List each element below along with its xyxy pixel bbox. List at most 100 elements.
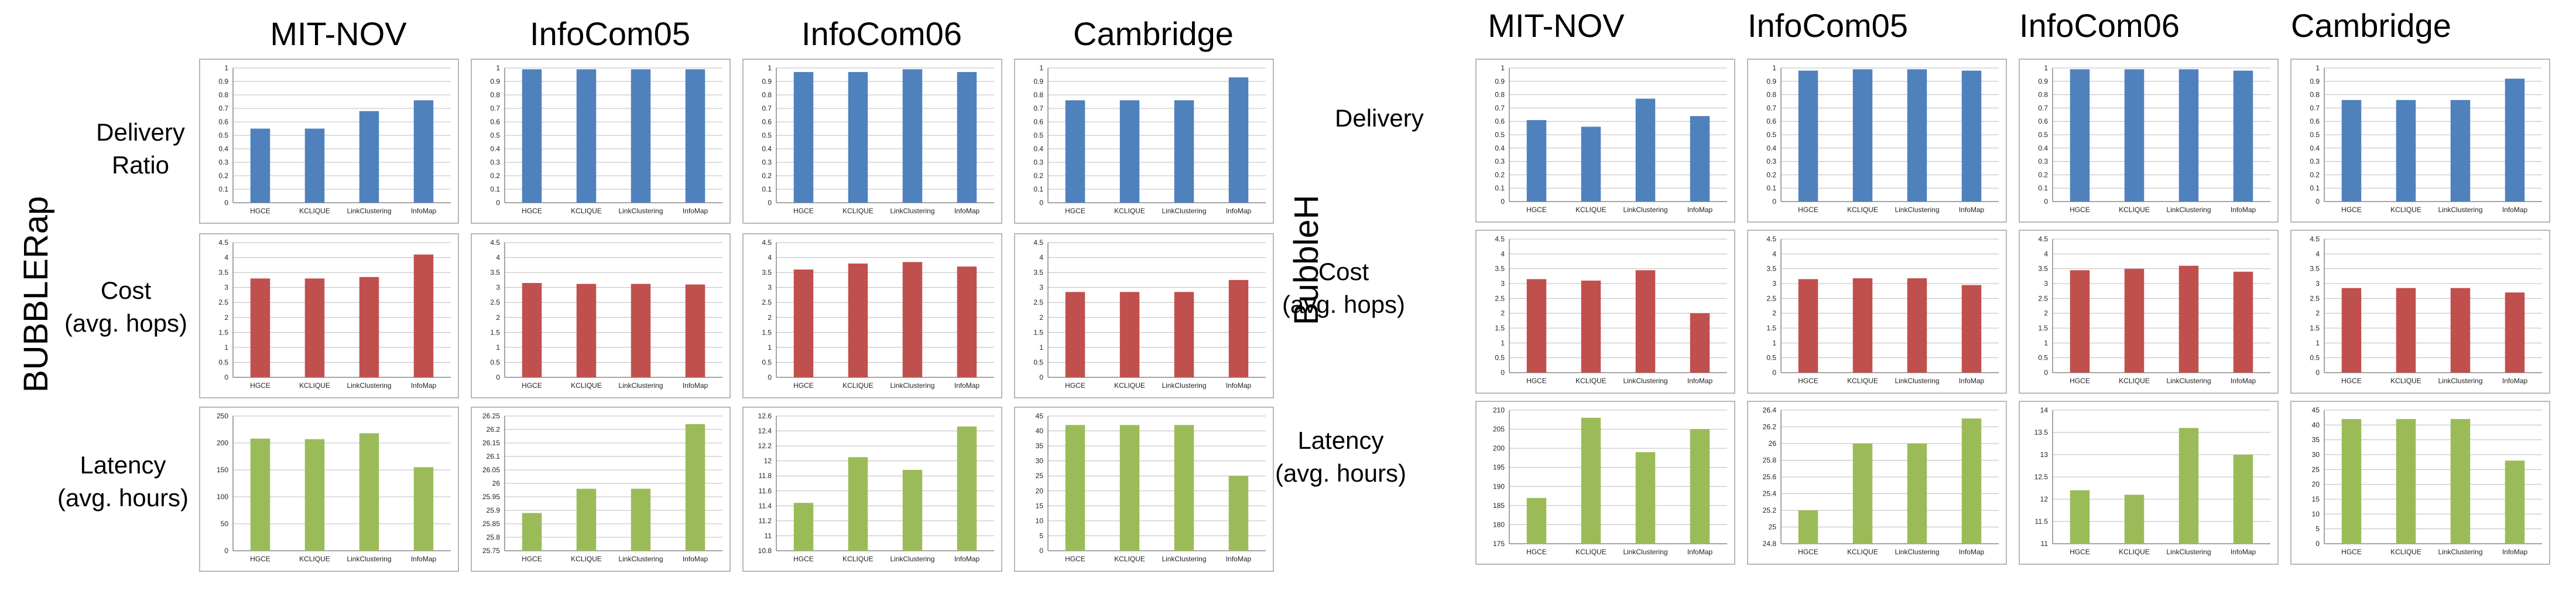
y-tick-label: 0.8	[2038, 91, 2048, 99]
y-tick-label: 0.9	[218, 77, 228, 86]
x-tick-label: InfoMap	[2231, 548, 2256, 556]
y-tick-label: 150	[217, 466, 228, 474]
bar-linkclustering	[2178, 265, 2199, 373]
y-tick-label: 0.2	[2038, 170, 2048, 179]
bar-infomap	[2233, 271, 2253, 373]
y-tick-label: 26.4	[1763, 406, 1777, 414]
y-tick-label: 0.5	[218, 358, 228, 366]
x-tick-label: HGCE	[793, 555, 814, 563]
y-tick-label: 15	[1036, 502, 1044, 510]
chart-bubblerap-delivery-cambridge: 0 0.1 0.2 0.3 0.4 0.5 0.6 0.7 0.8 0.9 1 HGCE KCLIQUE…	[1014, 59, 1274, 224]
bar-kclique	[848, 263, 868, 377]
x-tick-label: KCLIQUE	[2119, 548, 2150, 556]
y-tick-label: 0	[1039, 547, 1043, 555]
y-tick-label: 45	[1036, 412, 1044, 420]
x-tick-label: HGCE	[2070, 206, 2090, 214]
y-tick-label: 1	[768, 64, 772, 72]
x-tick-label: KCLIQUE	[2390, 206, 2421, 214]
y-tick-label: 3.5	[1033, 268, 1043, 277]
y-tick-label: 0.5	[2310, 131, 2320, 139]
x-tick-label: LinkClustering	[1895, 548, 1939, 556]
bar-linkclustering	[2450, 288, 2471, 373]
y-tick-label: 0	[496, 199, 500, 207]
chart-bubblerap-delivery-mit-nov: 0 0.1 0.2 0.3 0.4 0.5 0.6 0.7 0.8 0.9 1 HGCE KCLIQUE…	[199, 59, 459, 224]
y-tick-label: 0.3	[218, 158, 228, 166]
chart-bubbleh-latency-cambridge: 0 5 10 15 20 25 30 35 40 45 HGCE KCLIQUE LinkCluster…	[2290, 401, 2550, 565]
chart-bubblerap-delivery-infocom05: 0 0.1 0.2 0.3 0.4 0.5 0.6 0.7 0.8 0.9 1 HGCE KCLIQUE…	[471, 59, 731, 224]
y-tick-label: 0.5	[1495, 131, 1505, 139]
y-tick-label: 0.6	[2038, 117, 2048, 125]
bar-hgce	[2070, 490, 2090, 544]
chart-bubblerap-latency-cambridge: 0 5 10 15 20 25 30 35 40 45 HGCE KCLIQUE LinkCluster…	[1014, 407, 1274, 572]
y-tick-label: 0.9	[1033, 77, 1043, 86]
y-tick-label: 0.5	[2310, 354, 2320, 362]
bar-kclique	[576, 284, 597, 377]
y-tick-label: 4.5	[1033, 238, 1043, 247]
y-tick-label: 0.2	[1766, 170, 1776, 179]
y-tick-label: 1.5	[1033, 328, 1043, 336]
bar-kclique	[304, 278, 325, 377]
y-tick-label: 0	[496, 373, 500, 381]
y-tick-label: 0.6	[2310, 117, 2320, 125]
bar-linkclustering	[902, 69, 923, 203]
x-tick-label: KCLIQUE	[842, 207, 873, 215]
row-label-cost-2: Cost (avg. hops)	[1270, 255, 1417, 321]
y-tick-label: 11.2	[759, 517, 772, 525]
y-tick-label: 0.9	[2310, 77, 2320, 86]
bar-linkclustering	[1174, 425, 1194, 551]
y-tick-label: 0.4	[490, 145, 500, 153]
y-tick-label: 11.8	[759, 472, 772, 480]
y-tick-label: 0.4	[2038, 144, 2048, 152]
y-tick-label: 2	[1772, 309, 1776, 318]
y-tick-label: 50	[221, 520, 229, 528]
x-tick-label: InfoMap	[954, 555, 980, 563]
y-tick-label: 0.5	[1766, 354, 1776, 362]
x-tick-label: InfoMap	[1959, 377, 1985, 385]
bar-kclique	[848, 457, 868, 551]
y-tick-label: 26.2	[487, 425, 501, 434]
y-tick-label: 25.9	[487, 506, 501, 514]
y-tick-label: 1	[1039, 343, 1043, 352]
y-tick-label: 1	[768, 343, 772, 352]
y-tick-label: 4.5	[1766, 235, 1776, 243]
bar-infomap	[413, 100, 434, 203]
y-tick-label: 2.5	[1766, 294, 1776, 302]
bar-hgce	[1526, 497, 1547, 544]
bar-kclique	[304, 128, 325, 203]
y-tick-label: 4	[768, 254, 772, 262]
y-tick-label: 0.5	[490, 358, 500, 366]
y-tick-label: 0.3	[762, 158, 772, 166]
y-tick-label: 26.2	[1763, 423, 1777, 431]
chart-bubbleh-cost-infocom06: 0 0.5 1 1.5 2 2.5 3 3.5 4 4.5 HGCE KCLIQUE LinkClust…	[2019, 230, 2279, 394]
y-tick-label: 1	[224, 64, 228, 72]
y-tick-label: 0.3	[1033, 158, 1043, 166]
y-tick-label: 11.6	[759, 487, 772, 495]
y-tick-label: 0.5	[2038, 131, 2048, 139]
x-tick-label: InfoMap	[1226, 381, 1252, 390]
x-tick-label: KCLIQUE	[2119, 206, 2150, 214]
bar-kclique	[1119, 292, 1140, 377]
bar-kclique	[576, 489, 597, 551]
bar-infomap	[685, 284, 705, 377]
y-tick-label: 0	[768, 199, 772, 207]
x-tick-label: KCLIQUE	[1847, 206, 1878, 214]
y-tick-label: 0.1	[1033, 185, 1043, 193]
y-tick-label: 0	[2044, 369, 2048, 377]
y-tick-label: 13	[2040, 451, 2049, 459]
row-label-cost-line1: Cost	[100, 277, 152, 304]
x-tick-label: KCLIQUE	[299, 555, 330, 563]
bar-kclique	[1852, 278, 1873, 373]
y-tick-label: 10	[1036, 517, 1044, 525]
row-label-cost-2-line2: (avg. hops)	[1282, 291, 1406, 318]
y-tick-label: 1.5	[2310, 324, 2320, 332]
y-tick-label: 210	[1493, 406, 1505, 414]
row-label-delivery: Delivery Ratio	[82, 116, 199, 182]
y-tick-label: 2	[768, 313, 772, 322]
y-tick-label: 205	[1493, 425, 1505, 434]
y-tick-label: 0.3	[2038, 158, 2048, 166]
y-tick-label: 26.05	[482, 466, 500, 474]
y-tick-label: 25.8	[487, 533, 501, 541]
bar-linkclustering	[2178, 428, 2199, 544]
y-tick-label: 2	[2044, 309, 2048, 318]
x-tick-label: LinkClustering	[347, 555, 391, 563]
